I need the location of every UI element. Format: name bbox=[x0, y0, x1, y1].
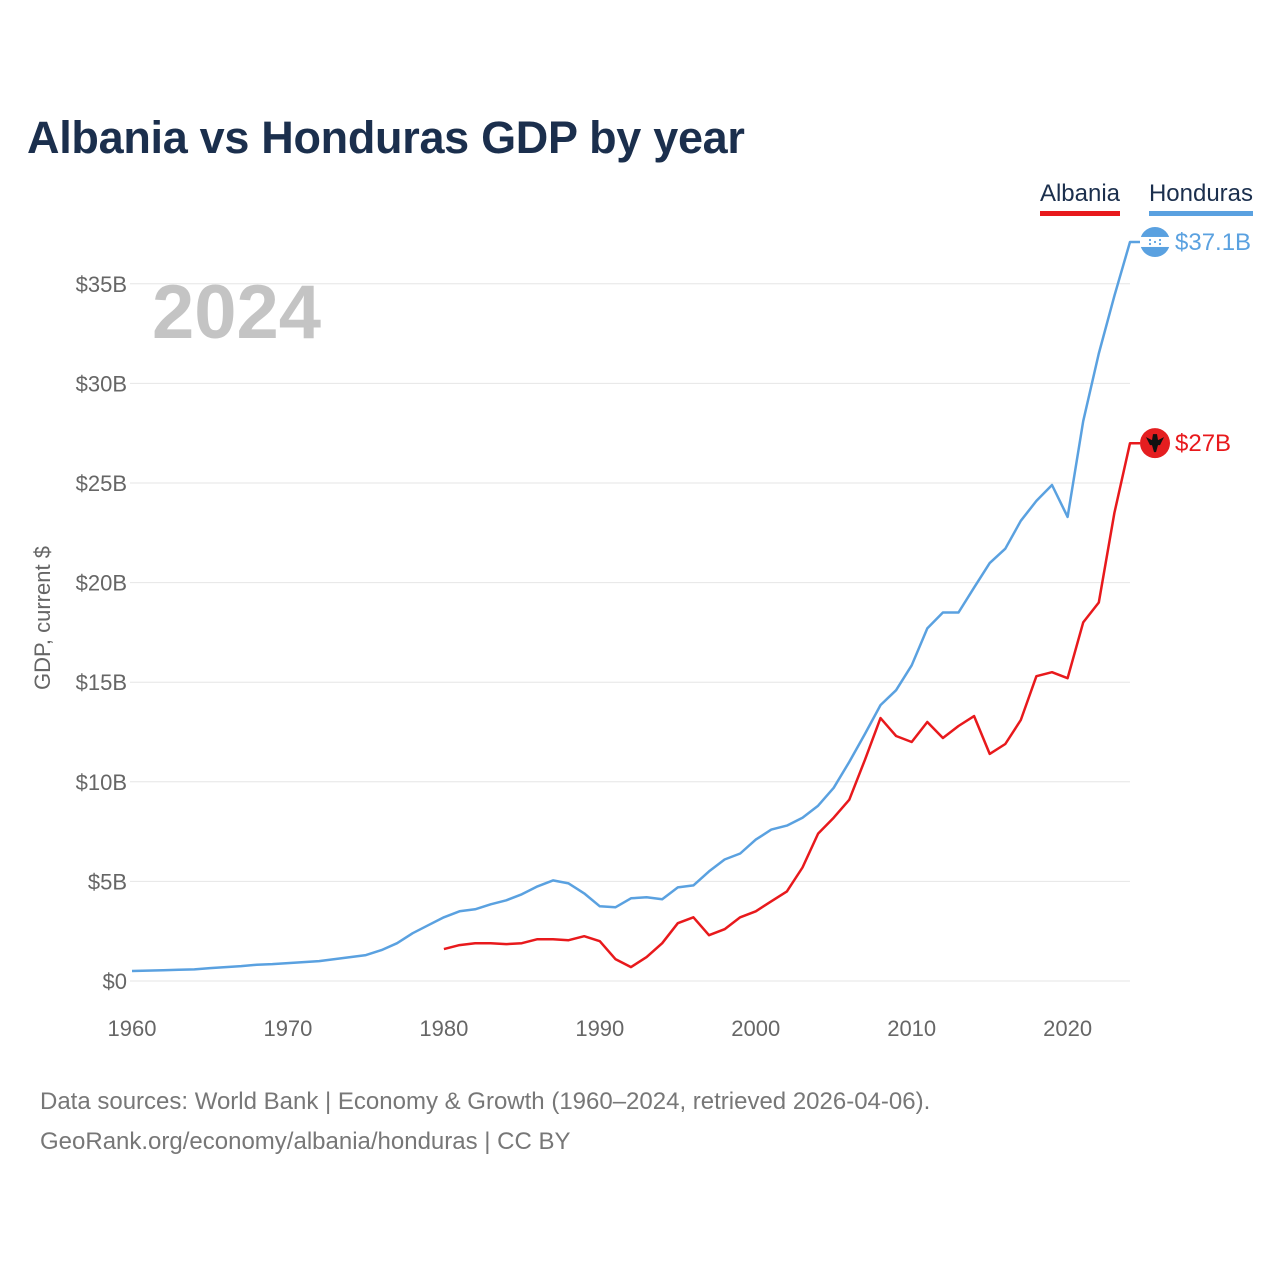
x-tick-label: 2020 bbox=[1043, 1016, 1092, 1041]
y-axis-tick-labels: $0 $5B $10B $15B $20B $25B $30B $35B bbox=[76, 272, 127, 994]
grid-lines bbox=[130, 283, 1130, 982]
honduras-flag-icon bbox=[1140, 226, 1170, 257]
x-axis-tick-labels: 1960 1970 1980 1990 2000 2010 2020 bbox=[108, 1016, 1093, 1041]
x-tick-label: 1970 bbox=[263, 1016, 312, 1041]
x-tick-label: 2000 bbox=[731, 1016, 780, 1041]
y-tick-label: $20B bbox=[76, 571, 127, 596]
y-tick-label: $35B bbox=[76, 272, 127, 297]
x-tick-label: 1990 bbox=[575, 1016, 624, 1041]
x-tick-label: 1960 bbox=[108, 1016, 157, 1041]
end-label-albania: $27B bbox=[1175, 430, 1231, 457]
series-end-markers: $27B $37.1B bbox=[1140, 226, 1251, 459]
gdp-line-chart: 2024 $0$5B$10B$15B$20B$25B$30B$35B 1960 1… bbox=[30, 226, 1251, 1041]
year-label: 2024 bbox=[152, 270, 321, 355]
x-tick-label: 1980 bbox=[419, 1016, 468, 1041]
legend-item-honduras[interactable]: Honduras bbox=[1148, 180, 1253, 216]
series-line-albania bbox=[443, 441, 1140, 969]
x-tick-label: 2010 bbox=[887, 1016, 936, 1041]
source-line-2: GeoRank.org/economy/albania/honduras | C… bbox=[40, 1128, 571, 1155]
source-line-1: Data sources: World Bank | Economy & Gro… bbox=[40, 1088, 931, 1115]
legend-item-albania[interactable]: Albania bbox=[1039, 180, 1120, 216]
chart-title: Albania vs Honduras GDP by year bbox=[27, 112, 745, 163]
y-tick-label: $30B bbox=[76, 371, 127, 396]
albania-flag-icon bbox=[1140, 428, 1170, 459]
source-note: Data sources: World Bank | Economy & Gro… bbox=[40, 1082, 930, 1162]
y-tick-label: $15B bbox=[76, 670, 127, 695]
series-lines bbox=[131, 240, 1140, 973]
y-axis-title: GDP, current $ bbox=[30, 546, 55, 690]
y-tick-label: $5B bbox=[88, 869, 127, 894]
y-tick-label: $25B bbox=[76, 471, 127, 496]
series-line-honduras bbox=[131, 240, 1140, 973]
y-tick-label: $0 bbox=[103, 969, 127, 994]
end-label-honduras: $37.1B bbox=[1175, 229, 1251, 256]
y-tick-label: $10B bbox=[76, 770, 127, 795]
